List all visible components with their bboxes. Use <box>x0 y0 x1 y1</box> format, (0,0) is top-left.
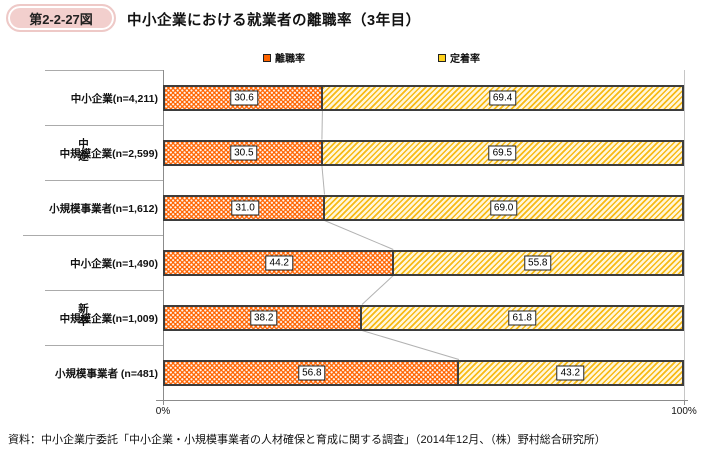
x-tick-0 <box>163 400 164 405</box>
stacked-bar-row: 30.6 69.4 <box>163 84 684 111</box>
stacked-bar-row: 31.0 69.0 <box>163 194 684 221</box>
x-tick-100 <box>684 400 685 405</box>
category-divider-line <box>45 344 163 346</box>
group-divider-line <box>23 234 163 236</box>
legend-item-rishoku: 離職率 <box>263 50 305 65</box>
value-label-teichaku: 69.0 <box>489 200 518 215</box>
stacked-bar-row: 44.2 55.8 <box>163 249 684 276</box>
axis-group-label: 新卒 <box>77 302 89 328</box>
value-label-rishoku: 30.5 <box>230 145 258 160</box>
category-label: 小規模事業者 (n=481) <box>55 367 158 380</box>
value-label-teichaku: 61.8 <box>508 310 536 325</box>
figure-number: 第2-2-27図 <box>29 11 93 27</box>
category-divider-line <box>45 124 163 126</box>
category-divider-line <box>45 289 163 291</box>
category-label: 小規模事業者(n=1,612) <box>49 202 158 215</box>
stacked-bar-row: 30.5 69.5 <box>163 139 684 166</box>
figure-title: 中小企業における就業者の離職率（3年目） <box>127 13 421 29</box>
value-label-rishoku: 38.2 <box>250 310 278 325</box>
value-label-rishoku: 30.6 <box>230 90 258 105</box>
figure-number-badge: 第2-2-27図 <box>6 4 116 32</box>
value-label-teichaku: 55.8 <box>524 255 552 270</box>
axis-group-label: 中途 <box>77 137 89 163</box>
category-label: 中規模企業(n=2,599) <box>59 147 158 160</box>
value-label-teichaku: 69.4 <box>488 90 517 105</box>
value-label-rishoku: 44.2 <box>265 255 293 270</box>
x-tick-label-100: 100% <box>671 406 697 417</box>
gridline-100pct <box>684 70 685 400</box>
value-label-teichaku: 43.2 <box>556 365 585 380</box>
category-label: 中規模企業(n=1,009) <box>59 312 158 325</box>
rishoku-legend-swatch-icon <box>263 53 271 62</box>
category-divider-line <box>45 179 163 181</box>
y-axis-line <box>163 70 164 400</box>
stacked-bar-row: 38.2 61.8 <box>163 304 684 331</box>
legend-label: 離職率 <box>275 54 305 65</box>
category-divider-line <box>45 69 163 71</box>
category-label: 中小企業(n=1,490) <box>70 257 158 270</box>
value-label-rishoku: 31.0 <box>231 200 259 215</box>
legend-label: 定着率 <box>450 54 480 65</box>
source-note: 資料：中小企業庁委託「中小企業・小規模事業者の人材確保と育成に関する調査」（20… <box>8 434 606 446</box>
stacked-bar-row: 56.8 43.2 <box>163 359 684 386</box>
category-label: 中小企業(n=4,211) <box>70 92 158 105</box>
teichaku-legend-swatch-icon <box>438 53 446 62</box>
x-tick-label-0: 0% <box>155 406 171 417</box>
legend-item-teichaku: 定着率 <box>438 50 480 65</box>
x-axis-line <box>156 400 688 401</box>
value-label-rishoku: 56.8 <box>298 365 326 380</box>
value-label-teichaku: 69.5 <box>488 145 517 160</box>
